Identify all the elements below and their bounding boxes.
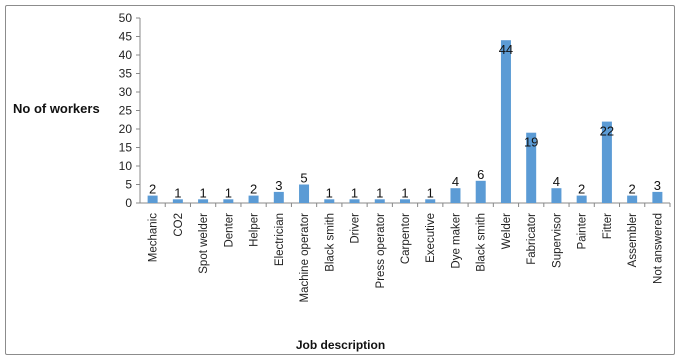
- x-category-label: Mechanic: [148, 213, 160, 262]
- bar: [198, 199, 209, 203]
- x-category-label: Machine operator: [299, 213, 311, 303]
- y-axis-ticks: 0 5 10 15 20 25 30 35 40 45 50: [119, 11, 140, 210]
- data-label: 2: [629, 182, 636, 197]
- data-label: 19: [524, 135, 538, 150]
- data-label: 5: [300, 171, 307, 186]
- axes: [139, 18, 671, 207]
- bar: [324, 199, 335, 203]
- bar: [349, 199, 360, 203]
- bar: [248, 195, 259, 203]
- data-label: 2: [578, 182, 585, 197]
- x-category-label: Executive: [425, 213, 437, 263]
- x-category-label: Helper: [249, 213, 261, 247]
- x-category-label: Not answered: [652, 213, 664, 284]
- bar: [400, 199, 410, 203]
- x-category-label: Assembler: [627, 213, 639, 267]
- y-tick-label: 15: [119, 141, 133, 155]
- bar: [526, 132, 537, 203]
- bar: [425, 199, 436, 203]
- bar: [601, 121, 612, 203]
- x-category-label: Black smith: [476, 213, 488, 272]
- data-label: 1: [174, 185, 181, 200]
- y-tick-label: 25: [119, 104, 133, 118]
- y-tick-label: 10: [119, 159, 133, 173]
- x-category-label: Painter: [577, 213, 589, 250]
- data-label: 3: [275, 178, 282, 193]
- bar: [223, 199, 234, 203]
- x-axis-categories: Mechanic CO2 Spot welder Denter Helper Electr…: [148, 213, 665, 303]
- data-label: 6: [477, 167, 484, 182]
- data-label: 1: [351, 185, 358, 200]
- x-category-label: Press operator: [375, 213, 387, 289]
- x-category-label: Electrician: [274, 213, 286, 266]
- data-label: 1: [401, 185, 408, 200]
- bar: [147, 195, 158, 203]
- y-tick-label: 50: [119, 11, 133, 25]
- y-tick-label: 40: [119, 48, 133, 62]
- x-category-label: Driver: [350, 213, 362, 244]
- bar: [374, 199, 385, 203]
- y-tick-label: 20: [119, 122, 133, 136]
- x-category-label: Black smith: [324, 213, 336, 272]
- y-tick-label: 35: [119, 67, 133, 81]
- bar: [576, 195, 587, 203]
- bar: [551, 188, 562, 203]
- data-label: 4: [553, 174, 560, 189]
- data-label: 4: [452, 174, 459, 189]
- x-category-label: Fabricator: [526, 213, 538, 265]
- bar: [172, 199, 183, 203]
- x-category-label: Fitter: [602, 213, 614, 239]
- x-category-label: Carpentor: [400, 213, 412, 264]
- bar: [652, 191, 663, 203]
- y-axis-title: No of workers: [13, 101, 100, 116]
- bar: [273, 191, 284, 203]
- data-label: 1: [326, 185, 333, 200]
- bars: [147, 40, 663, 204]
- x-category-label: Dye maker: [450, 213, 462, 269]
- chart-frame: [5, 5, 675, 355]
- bar: [627, 195, 638, 203]
- y-tick-label: 30: [119, 85, 133, 99]
- data-label: 1: [427, 185, 434, 200]
- bar: [299, 184, 310, 203]
- x-category-label: Denter: [223, 213, 235, 248]
- y-tick-label: 0: [125, 196, 132, 210]
- data-label: 22: [600, 124, 614, 139]
- x-category-label: CO2: [173, 213, 185, 237]
- data-label: 44: [499, 42, 513, 57]
- data-label: 3: [654, 178, 661, 193]
- data-label: 2: [250, 182, 257, 197]
- y-tick-label: 45: [119, 30, 133, 44]
- data-label: 1: [376, 185, 383, 200]
- x-axis-title: Job description: [295, 338, 386, 352]
- x-category-label: Supervisor: [551, 213, 563, 268]
- bar: [475, 180, 486, 203]
- y-tick-label: 5: [125, 178, 132, 192]
- bar: [450, 188, 461, 203]
- data-label: 1: [199, 185, 206, 200]
- x-category-label: Welder: [501, 213, 513, 249]
- data-label: 2: [149, 182, 156, 197]
- x-category-label: Spot welder: [198, 213, 210, 274]
- bar: [500, 40, 511, 204]
- data-label: 1: [225, 185, 232, 200]
